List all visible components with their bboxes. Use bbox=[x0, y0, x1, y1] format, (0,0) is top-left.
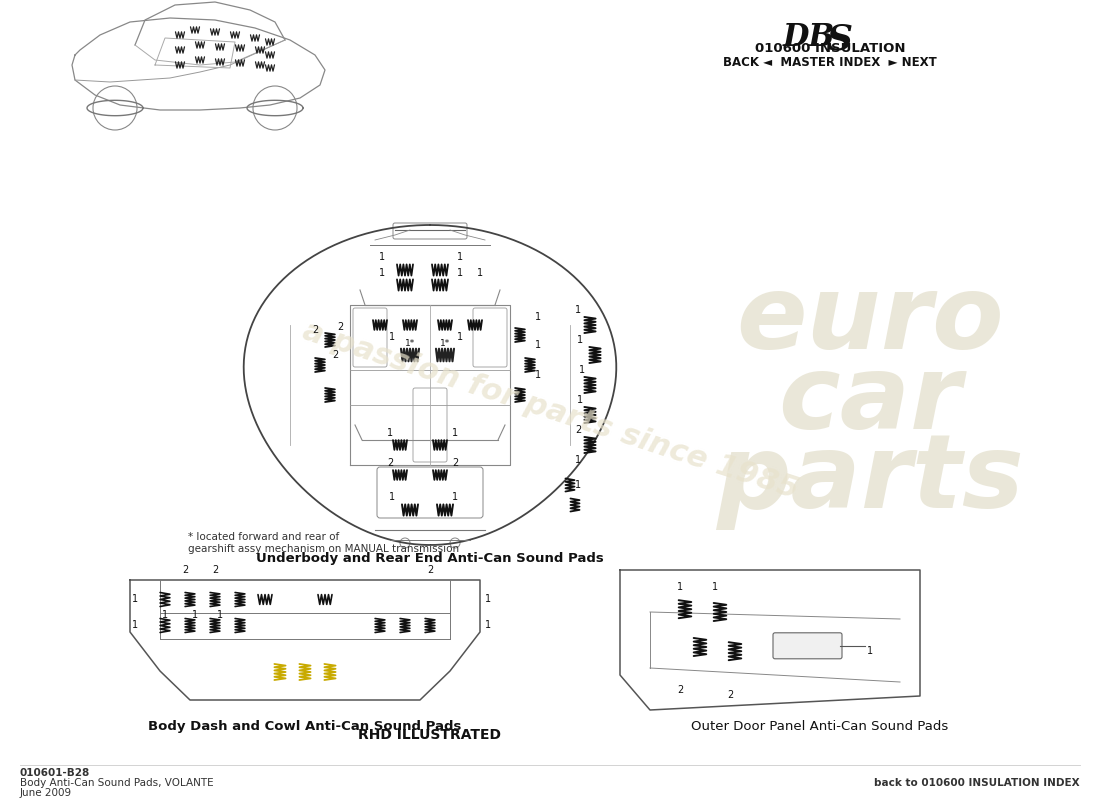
Text: 1*: 1* bbox=[440, 338, 450, 347]
Text: 2: 2 bbox=[427, 565, 433, 575]
Text: Underbody and Rear End Anti-Can Sound Pads: Underbody and Rear End Anti-Can Sound Pa… bbox=[256, 552, 604, 565]
Text: 1: 1 bbox=[575, 480, 581, 490]
Text: 1: 1 bbox=[576, 395, 583, 405]
Text: 1: 1 bbox=[387, 428, 393, 438]
Text: 2: 2 bbox=[312, 325, 318, 335]
Text: 2: 2 bbox=[676, 685, 683, 695]
Text: 010601-B28: 010601-B28 bbox=[20, 768, 90, 778]
Text: 1: 1 bbox=[535, 340, 541, 350]
Text: 1: 1 bbox=[452, 428, 458, 438]
Text: 1: 1 bbox=[132, 621, 139, 630]
Text: a passion for parts since 1985: a passion for parts since 1985 bbox=[298, 316, 802, 504]
FancyBboxPatch shape bbox=[773, 633, 842, 659]
Text: 1: 1 bbox=[456, 268, 463, 278]
Text: parts: parts bbox=[716, 430, 1024, 530]
Text: 1: 1 bbox=[162, 610, 168, 620]
Text: car: car bbox=[779, 350, 961, 450]
Text: 1: 1 bbox=[712, 582, 718, 592]
Text: 1: 1 bbox=[485, 621, 491, 630]
Text: June 2009: June 2009 bbox=[20, 788, 73, 798]
Text: Outer Door Panel Anti-Can Sound Pads: Outer Door Panel Anti-Can Sound Pads bbox=[692, 720, 948, 733]
Text: 1: 1 bbox=[389, 332, 395, 342]
Text: Body Anti-Can Sound Pads, VOLANTE: Body Anti-Can Sound Pads, VOLANTE bbox=[20, 778, 213, 788]
Text: 1: 1 bbox=[378, 252, 385, 262]
Text: 2: 2 bbox=[212, 565, 218, 575]
Text: Body Dash and Cowl Anti-Can Sound Pads: Body Dash and Cowl Anti-Can Sound Pads bbox=[148, 720, 462, 733]
Text: 1: 1 bbox=[378, 268, 385, 278]
Text: * located forward and rear of
gearshift assy mechanism on MANUAL transmission: * located forward and rear of gearshift … bbox=[188, 532, 459, 554]
Text: 1: 1 bbox=[456, 332, 463, 342]
Text: 1: 1 bbox=[456, 252, 463, 262]
Text: 2: 2 bbox=[575, 425, 581, 435]
Text: RHD ILLUSTRATED: RHD ILLUSTRATED bbox=[359, 728, 502, 742]
Text: euro: euro bbox=[736, 270, 1004, 370]
Text: DB: DB bbox=[783, 22, 835, 53]
Text: 2: 2 bbox=[387, 458, 393, 468]
Text: 2: 2 bbox=[332, 350, 338, 360]
Text: 1: 1 bbox=[389, 492, 395, 502]
Text: BACK ◄  MASTER INDEX  ► NEXT: BACK ◄ MASTER INDEX ► NEXT bbox=[723, 56, 937, 69]
Text: 1: 1 bbox=[575, 455, 581, 465]
Text: 2: 2 bbox=[727, 690, 733, 700]
Text: 2: 2 bbox=[452, 458, 458, 468]
Text: 2: 2 bbox=[337, 322, 343, 332]
Text: 2: 2 bbox=[182, 565, 188, 575]
Text: 1: 1 bbox=[535, 312, 541, 322]
Text: 1: 1 bbox=[676, 582, 683, 592]
Text: back to 010600 INSULATION INDEX: back to 010600 INSULATION INDEX bbox=[874, 778, 1080, 788]
Text: 1: 1 bbox=[535, 370, 541, 380]
Text: 1: 1 bbox=[477, 268, 483, 278]
Text: 1: 1 bbox=[191, 610, 198, 620]
Text: 1: 1 bbox=[579, 365, 585, 375]
Text: 1: 1 bbox=[485, 594, 491, 605]
Text: 1: 1 bbox=[217, 610, 223, 620]
Text: 1*: 1* bbox=[405, 338, 415, 347]
Text: 010600 INSULATION: 010600 INSULATION bbox=[755, 42, 905, 55]
Text: S: S bbox=[827, 22, 853, 56]
Text: 1: 1 bbox=[867, 646, 873, 656]
Text: 1: 1 bbox=[452, 492, 458, 502]
Text: 1: 1 bbox=[132, 594, 139, 605]
Text: 1: 1 bbox=[576, 335, 583, 345]
Text: 1: 1 bbox=[575, 305, 581, 315]
